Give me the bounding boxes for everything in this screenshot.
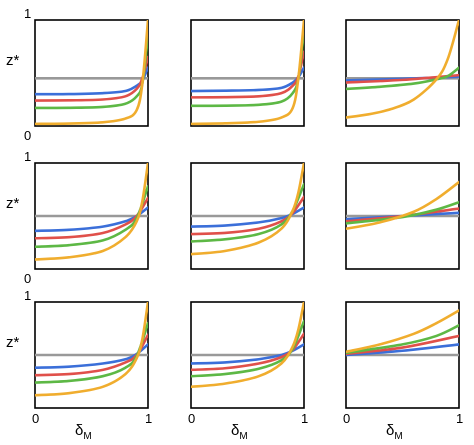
panel-r1-c3 xyxy=(345,19,460,127)
series-group xyxy=(191,302,304,389)
panel-grid xyxy=(34,19,460,409)
series-line-orange xyxy=(346,180,459,231)
y-tick-label-bottom: 0 xyxy=(24,271,31,286)
series-line-green xyxy=(346,66,459,91)
series-line-red xyxy=(346,334,459,356)
panel-r3-c2 xyxy=(190,301,305,409)
ylabel: z* xyxy=(6,334,20,351)
series-line-green xyxy=(346,324,459,355)
series-line-orange xyxy=(191,20,304,126)
xlabel: δM xyxy=(231,422,248,442)
series-line-orange xyxy=(191,163,304,256)
panel-r3-c3 xyxy=(345,301,460,409)
series-group xyxy=(346,309,459,357)
series-group xyxy=(35,302,148,397)
series-group xyxy=(191,163,304,256)
series-group xyxy=(35,163,148,261)
series-line-orange xyxy=(346,309,459,354)
series-group xyxy=(191,20,304,126)
xlabel: δM xyxy=(75,422,92,442)
panel-frame xyxy=(190,19,305,127)
x-tick-label-1: 1 xyxy=(301,411,308,426)
y-tick-label-top: 1 xyxy=(24,6,31,21)
panel-r2-c3 xyxy=(345,162,460,270)
axis-labels: z* 1 z* 1 z* 1 0 0 0 1 δM 0 1 δM 0 1 δM xyxy=(6,6,463,442)
series-group xyxy=(346,20,459,119)
x-tick-label-1: 1 xyxy=(456,411,463,426)
x-tick-label-0: 0 xyxy=(188,411,195,426)
xlabel: δM xyxy=(386,422,403,442)
series-line-orange xyxy=(346,20,459,119)
series-line-green xyxy=(346,200,459,225)
y-tick-label-top: 1 xyxy=(24,149,31,164)
panel-frame xyxy=(34,19,149,127)
y-tick-label-top: 1 xyxy=(24,288,31,303)
ylabel: z* xyxy=(6,195,20,212)
series-group xyxy=(35,20,148,126)
panel-r2-c2 xyxy=(190,162,305,270)
panel-r1-c1 xyxy=(34,19,149,127)
y-tick-label-bottom: 0 xyxy=(24,128,31,143)
x-tick-label-1: 1 xyxy=(145,411,152,426)
panel-r1-c2 xyxy=(190,19,305,127)
series-line-red xyxy=(191,195,304,236)
series-line-orange xyxy=(35,163,148,261)
panel-r3-c1 xyxy=(34,301,149,409)
x-tick-label-0: 0 xyxy=(32,411,39,426)
series-line-orange xyxy=(35,302,148,397)
panel-r2-c1 xyxy=(34,162,149,270)
series-group xyxy=(346,180,459,231)
series-line-orange xyxy=(191,302,304,389)
ylabel: z* xyxy=(6,52,20,69)
series-line-orange xyxy=(35,20,148,126)
series-line-blue xyxy=(346,343,459,357)
x-tick-label-0: 0 xyxy=(343,411,350,426)
